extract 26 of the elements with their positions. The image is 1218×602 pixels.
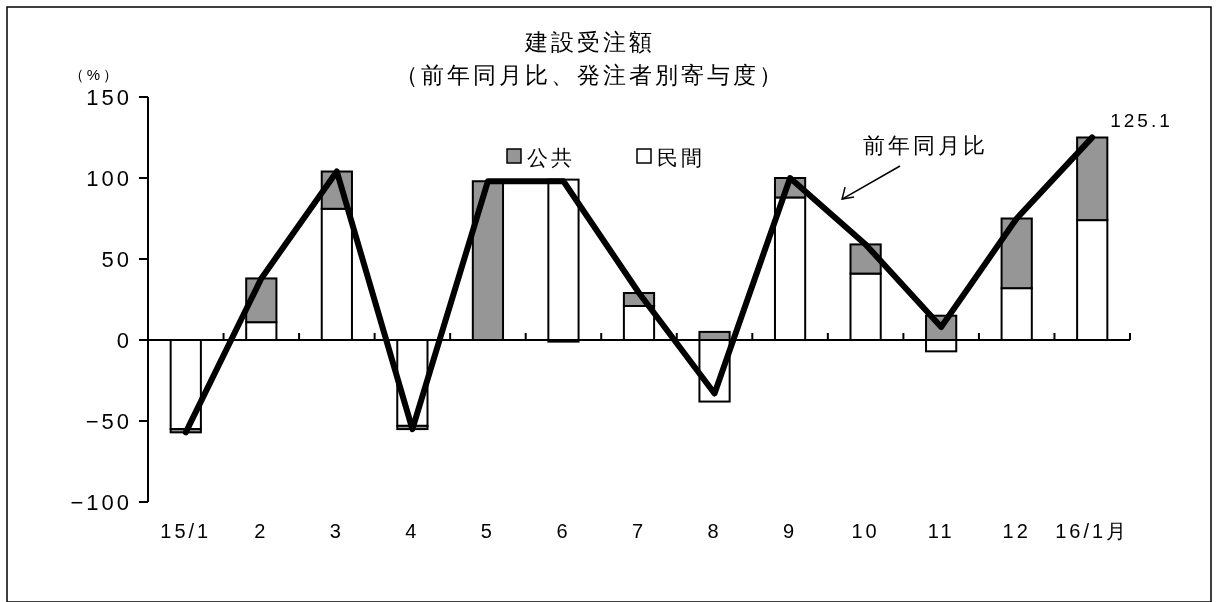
x-tick-label: 3	[329, 520, 344, 542]
legend-label: 公共	[527, 146, 575, 169]
x-tick-label: 7	[631, 520, 647, 542]
x-tick-label: 11	[927, 520, 955, 542]
y-tick-label: −50	[85, 409, 132, 434]
data-label: 125.1	[1110, 110, 1173, 132]
text: 前年同月比	[862, 133, 988, 158]
x-tick-label: 16/1月	[1055, 520, 1130, 542]
x-tick-label: 5	[480, 520, 495, 542]
x-tick-label: 12	[1002, 520, 1031, 542]
x-tick-label: 9	[783, 520, 798, 542]
x-tick-label: 2	[254, 520, 269, 542]
x-tick-label: 4	[405, 520, 420, 542]
x-tick-label: 6	[556, 520, 571, 542]
legend-label: 民間	[657, 146, 705, 169]
x-tick-label: 8	[707, 520, 722, 542]
chart-title: 建設受注額	[524, 29, 655, 55]
y-tick-label: 150	[86, 85, 132, 110]
y-tick-label: 100	[86, 166, 132, 191]
chart-subtitle: （前年同月比、発注者別寄与度）	[395, 62, 785, 88]
x-tick-label: 15/1	[160, 520, 212, 542]
x-tick-label: 10	[851, 520, 880, 542]
y-tick-label: −100	[70, 490, 132, 515]
y-tick-label: 50	[101, 247, 132, 272]
y-tick-label: 0	[116, 328, 132, 353]
y-axis-title: （%）	[68, 66, 122, 83]
